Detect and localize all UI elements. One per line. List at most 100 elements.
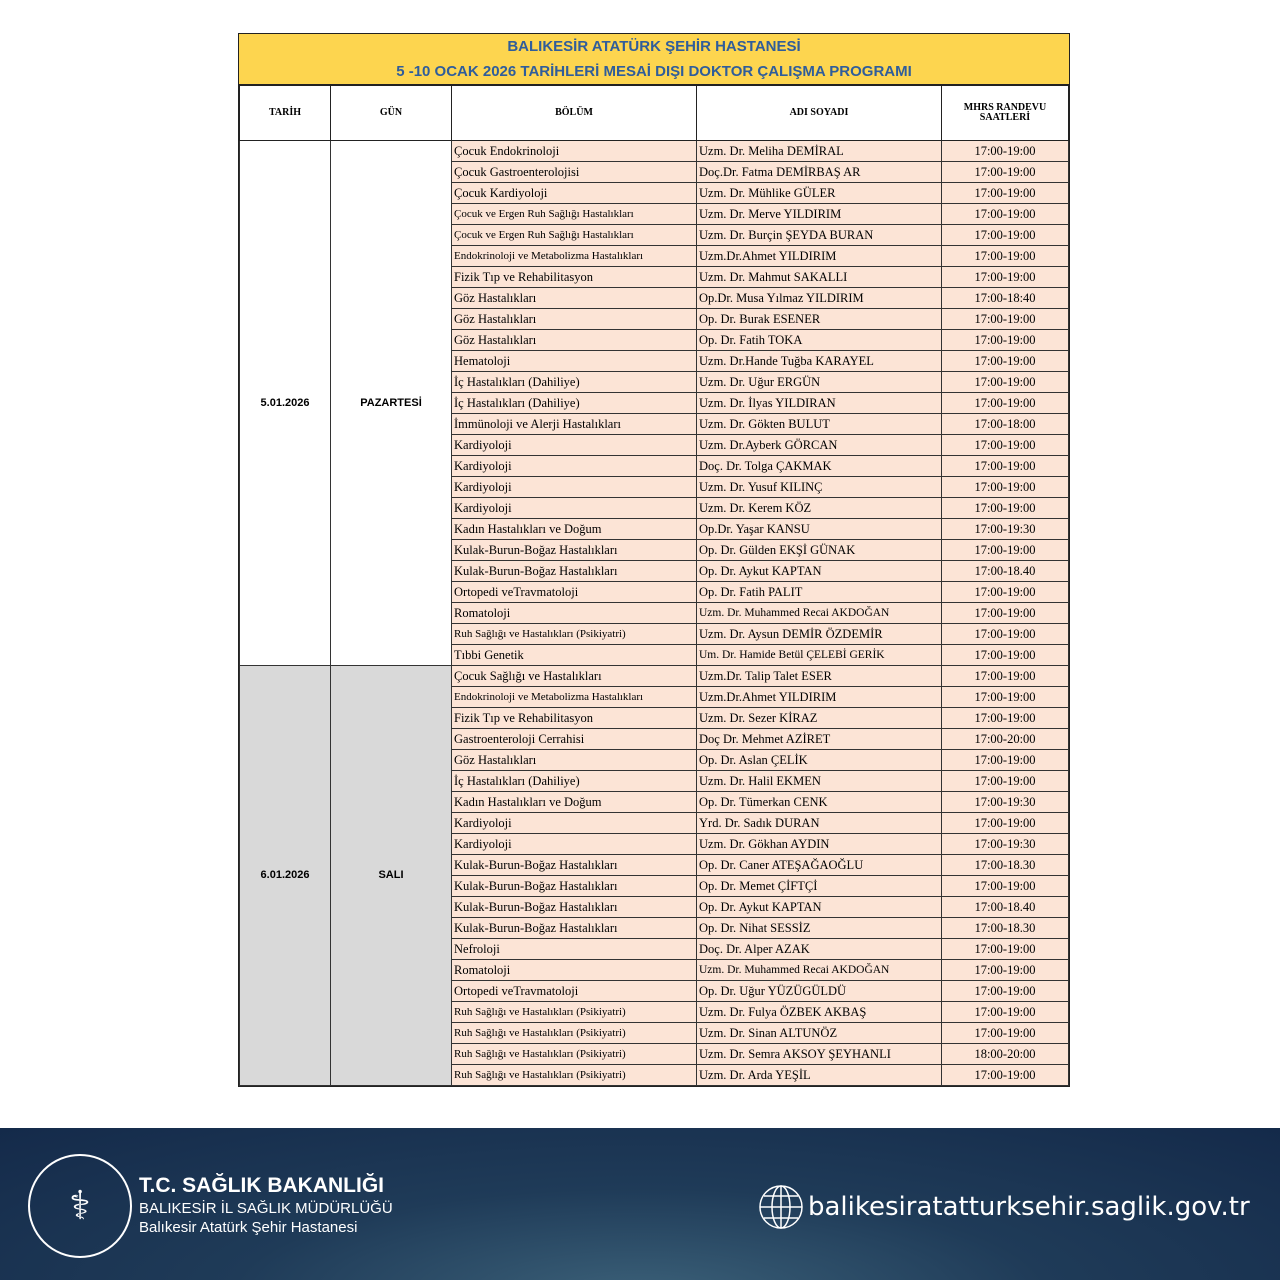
table-row: Kulak-Burun-Boğaz Hastalıkları Op. Dr. Ay… bbox=[240, 560, 1069, 582]
doctor-name-cell: Uzm. Dr. Merve YILDIRIM bbox=[696, 203, 942, 225]
footer-banner: ⚕ T.C. SAĞLIK BAKANLIĞI BALIKESİR İL SAĞ… bbox=[0, 1128, 1280, 1280]
table-row: Nefroloji Doç. Dr. Alper AZAK 17:00-19:00 bbox=[240, 938, 1069, 960]
hours-cell: 17:00-19:00 bbox=[941, 371, 1069, 393]
doctor-name-cell: Uzm. Dr. Sezer KİRAZ bbox=[696, 707, 942, 729]
doctor-name-cell: Uzm. Dr. Gökten BULUT bbox=[696, 413, 942, 435]
hospital-title: BALIKESİR ATATÜRK ŞEHİR HASTANESİ bbox=[507, 38, 801, 55]
table-row: Kulak-Burun-Boğaz Hastalıkları Op. Dr. Me… bbox=[240, 875, 1069, 897]
header-doctor-name: ADI SOYADI bbox=[696, 85, 942, 141]
table-row: Göz Hastalıkları Op. Dr. Fatih TOKA 17:00-… bbox=[240, 329, 1069, 351]
department-cell: Tıbbi Genetik bbox=[451, 644, 697, 666]
hours-cell: 17:00-19:00 bbox=[941, 434, 1069, 456]
department-cell: Göz Hastalıkları bbox=[451, 308, 697, 330]
department-cell: Endokrinoloji ve Metabolizma Hastalıklar… bbox=[451, 245, 697, 267]
hospital-name: Balıkesir Atatürk Şehir Hastanesi bbox=[139, 1219, 358, 1236]
doctor-name-cell: Uzm. Dr. Sinan ALTUNÖZ bbox=[696, 1022, 942, 1044]
hours-cell: 17:00-18.40 bbox=[941, 896, 1069, 918]
table-row: Çocuk Gastroenterolojisi Doç.Dr. Fatma DE… bbox=[240, 161, 1069, 183]
doctor-name-cell: Doç.Dr. Fatma DEMİRBAŞ AR bbox=[696, 161, 942, 183]
table-row: Romatoloji Uzm. Dr. Muhammed Recai AKDOĞA… bbox=[240, 959, 1069, 981]
department-cell: Gastroenteroloji Cerrahisi bbox=[451, 728, 697, 750]
doctor-name-cell: Uzm. Dr. Arda YEŞİL bbox=[696, 1064, 942, 1086]
department-cell: Kardiyoloji bbox=[451, 455, 697, 477]
table-row: İç Hastalıkları (Dahiliye) Uzm. Dr. İlyas… bbox=[240, 392, 1069, 414]
hours-cell: 17:00-19:00 bbox=[941, 308, 1069, 330]
department-cell: Fizik Tıp ve Rehabilitasyon bbox=[451, 707, 697, 729]
hours-cell: 17:00-19:00 bbox=[941, 665, 1069, 687]
website-url[interactable]: balikesiratatturksehir.saglik.gov.tr bbox=[808, 1192, 1250, 1222]
hours-cell: 17:00-19:00 bbox=[941, 1001, 1069, 1023]
doctor-name-cell: Uzm. Dr. Mühlike GÜLER bbox=[696, 182, 942, 204]
doctor-name-cell: Op.Dr. Musa Yılmaz YILDIRIM bbox=[696, 287, 942, 309]
hours-cell: 17:00-19:00 bbox=[941, 644, 1069, 666]
department-cell: Kulak-Burun-Boğaz Hastalıkları bbox=[451, 896, 697, 918]
doctor-name-cell: Uzm.Dr. Talip Talet ESER bbox=[696, 665, 942, 687]
doctor-name-cell: Op. Dr. Tümerkan CENK bbox=[696, 791, 942, 813]
table-row: Hematoloji Uzm. Dr.Hande Tuğba KARAYEL 17:… bbox=[240, 350, 1069, 372]
hours-cell: 17:00-19:00 bbox=[941, 749, 1069, 771]
department-cell: Çocuk ve Ergen Ruh Sağlığı Hastalıkları bbox=[451, 224, 697, 246]
doctor-name-cell: Doç. Dr. Alper AZAK bbox=[696, 938, 942, 960]
table-row: Fizik Tıp ve Rehabilitasyon Uzm. Dr. Seze… bbox=[240, 707, 1069, 729]
table-row: 5.01.2026 PAZARTESİ Çocuk Endokrinoloji Uzm… bbox=[239, 140, 1069, 666]
department-cell: İç Hastalıkları (Dahiliye) bbox=[451, 770, 697, 792]
department-cell: Kardiyoloji bbox=[451, 833, 697, 855]
hours-cell: 17:00-19:00 bbox=[941, 707, 1069, 729]
doctor-name-cell: Uzm. Dr. Kerem KÖZ bbox=[696, 497, 942, 519]
department-cell: Kulak-Burun-Boğaz Hastalıkları bbox=[451, 917, 697, 939]
department-cell: Ortopedi veTravmatoloji bbox=[451, 581, 697, 603]
department-cell: Kardiyoloji bbox=[451, 812, 697, 834]
doctor-name-cell: Op. Dr. Aykut KAPTAN bbox=[696, 560, 942, 582]
hours-cell: 18:00-20:00 bbox=[941, 1043, 1069, 1065]
doctor-name-cell: Yrd. Dr. Sadık DURAN bbox=[696, 812, 942, 834]
department-cell: Ruh Sağlığı ve Hastalıkları (Psikiyatri) bbox=[451, 1064, 697, 1086]
table-row: 6.01.2026 SALI Çocuk Sağlığı ve Hastalıkla… bbox=[239, 665, 1069, 1086]
header-appointment-hours: MHRS RANDEVU SAATLERİ bbox=[941, 85, 1069, 141]
table-row: Endokrinoloji ve Metabolizma Hastalıklar… bbox=[240, 245, 1069, 267]
hours-cell: 17:00-19:00 bbox=[941, 245, 1069, 267]
hours-cell: 17:00-19:00 bbox=[941, 875, 1069, 897]
department-cell: Ruh Sağlığı ve Hastalıkları (Psikiyatri) bbox=[451, 1022, 697, 1044]
department-cell: Çocuk Endokrinoloji bbox=[451, 140, 697, 162]
department-cell: Nefroloji bbox=[451, 938, 697, 960]
table-row: Ruh Sağlığı ve Hastalıkları (Psikiyatri)… bbox=[240, 623, 1069, 645]
day-cell: SALI bbox=[330, 665, 452, 1086]
hours-cell: 17:00-19:00 bbox=[941, 1022, 1069, 1044]
doctor-name-cell: Op. Dr. Memet ÇİFTÇİ bbox=[696, 875, 942, 897]
hours-cell: 17:00-19:00 bbox=[941, 203, 1069, 225]
ministry-name: T.C. SAĞLIK BAKANLIĞI bbox=[139, 1174, 384, 1197]
hours-cell: 17:00-19:00 bbox=[941, 959, 1069, 981]
doctor-name-cell: Uzm. Dr.Hande Tuğba KARAYEL bbox=[696, 350, 942, 372]
hours-cell: 17:00-19:00 bbox=[941, 161, 1069, 183]
hours-cell: 17:00-18.40 bbox=[941, 560, 1069, 582]
hours-cell: 17:00-19:00 bbox=[941, 140, 1069, 162]
doctor-name-cell: Op. Dr. Fatih PALIT bbox=[696, 581, 942, 603]
table-row: Ortopedi veTravmatoloji Op. Dr. Uğur YÜZÜ… bbox=[240, 980, 1069, 1002]
doctor-name-cell: Op.Dr. Yaşar KANSU bbox=[696, 518, 942, 540]
department-cell: Ortopedi veTravmatoloji bbox=[451, 980, 697, 1002]
hours-cell: 17:00-18.30 bbox=[941, 917, 1069, 939]
table-row: Çocuk Kardiyoloji Uzm. Dr. Mühlike GÜLER 1… bbox=[240, 182, 1069, 204]
hours-cell: 17:00-19:00 bbox=[941, 980, 1069, 1002]
table-row: Çocuk ve Ergen Ruh Sağlığı Hastalıkları U… bbox=[240, 224, 1069, 246]
day-cell: PAZARTESİ bbox=[330, 140, 452, 666]
department-cell: Kadın Hastalıkları ve Doğum bbox=[451, 791, 697, 813]
doctor-name-cell: Op. Dr. Fatih TOKA bbox=[696, 329, 942, 351]
hours-cell: 17:00-19:00 bbox=[941, 350, 1069, 372]
doctor-name-cell: Uzm. Dr. Uğur ERGÜN bbox=[696, 371, 942, 393]
table-row: Ruh Sağlığı ve Hastalıkları (Psikiyatri)… bbox=[240, 1022, 1069, 1044]
table-row: Kulak-Burun-Boğaz Hastalıkları Op. Dr. Ca… bbox=[240, 854, 1069, 876]
department-cell: Göz Hastalıkları bbox=[451, 287, 697, 309]
doctor-name-cell: Op. Dr. Aslan ÇELİK bbox=[696, 749, 942, 771]
doctor-name-cell: Doç Dr. Mehmet AZİRET bbox=[696, 728, 942, 750]
table-row: Kulak-Burun-Boğaz Hastalıkları Op. Dr. Ni… bbox=[240, 917, 1069, 939]
doctor-name-cell: Op. Dr. Uğur YÜZÜGÜLDÜ bbox=[696, 980, 942, 1002]
department-cell: Romatoloji bbox=[451, 602, 697, 624]
doctor-name-cell: Uzm. Dr. Yusuf KILINÇ bbox=[696, 476, 942, 498]
table-row: İç Hastalıkları (Dahiliye) Uzm. Dr. Halil… bbox=[240, 770, 1069, 792]
department-cell: Çocuk Kardiyoloji bbox=[451, 182, 697, 204]
directorate-name: BALIKESİR İL SAĞLIK MÜDÜRLÜĞÜ bbox=[139, 1200, 393, 1217]
hours-cell: 17:00-19:30 bbox=[941, 518, 1069, 540]
doctor-name-cell: Uzm. Dr. Muhammed Recai AKDOĞAN bbox=[696, 959, 942, 981]
website-link[interactable]: balikesiratatturksehir.saglik.gov.tr bbox=[758, 1184, 1250, 1230]
